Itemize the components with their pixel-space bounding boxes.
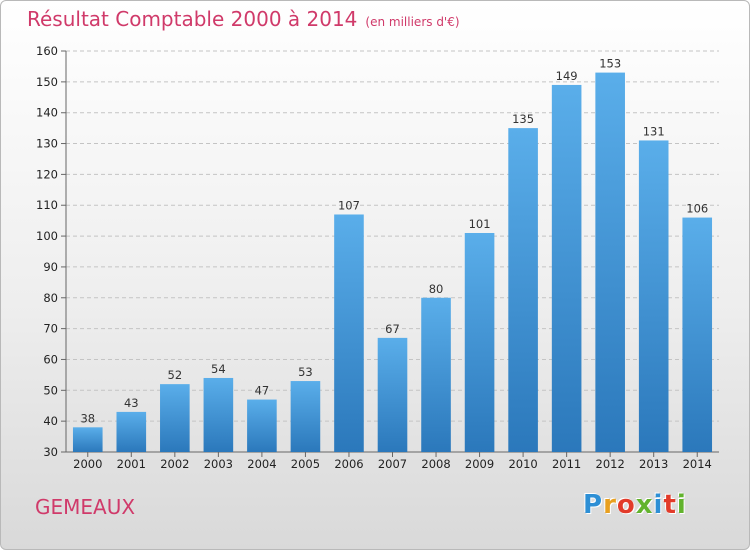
value-label-2004: 47 (255, 384, 270, 398)
bar-2014[interactable] (682, 217, 713, 452)
x-tick-label-2007: 2007 (378, 457, 407, 471)
x-tick-label-2013: 2013 (639, 457, 668, 471)
bars (72, 72, 713, 452)
value-label-2013: 131 (643, 124, 665, 138)
x-tick-label-2008: 2008 (421, 457, 450, 471)
value-label-2009: 101 (469, 217, 491, 231)
y-tick-label: 70 (43, 322, 58, 336)
x-tick-labels: 2000 2001 2002 2003 2004 2005 2006 2007 2008 2009… (73, 457, 712, 471)
logo-letter: i (676, 490, 687, 520)
y-tick-label: 140 (36, 106, 58, 120)
y-tick-label: 160 (36, 44, 58, 58)
bar-2007[interactable] (377, 337, 408, 452)
bar-2001[interactable] (116, 411, 147, 452)
x-tick-label-2010: 2010 (508, 457, 537, 471)
x-tick-label-2005: 2005 (291, 457, 320, 471)
x-tick-label-2003: 2003 (204, 457, 233, 471)
place-name: GEMEAUX (35, 495, 136, 519)
bar-2000[interactable] (72, 427, 103, 452)
x-tick-label-2011: 2011 (552, 457, 581, 471)
value-labels: 38 43 52 54 47 53 107 67 80 101 135 149 153 131 106 (80, 57, 708, 426)
value-label-2002: 52 (168, 368, 183, 382)
value-label-2011: 149 (556, 69, 578, 83)
logo-letter: x (635, 490, 654, 520)
chart-title-text: Résultat Comptable 2000 à 2014 (27, 7, 358, 31)
y-tick-label: 100 (36, 229, 58, 243)
x-tick-label-2009: 2009 (465, 457, 494, 471)
bar-2012[interactable] (595, 72, 625, 452)
value-label-2006: 107 (338, 198, 360, 212)
chart-title: Résultat Comptable 2000 à 2014 (en millie… (27, 7, 460, 31)
x-tick-label-2001: 2001 (117, 457, 146, 471)
y-tick-labels: 30 40 50 60 70 80 90 100 110 120 130 140 150 160 (36, 44, 58, 459)
value-label-2008: 80 (429, 282, 444, 296)
bar-2003[interactable] (203, 377, 234, 452)
value-label-2007: 67 (385, 322, 400, 336)
y-tick-label: 120 (36, 167, 58, 181)
bar-2010[interactable] (508, 128, 538, 452)
y-tick-label: 80 (43, 291, 58, 305)
bar-2008[interactable] (421, 297, 451, 452)
proxiti-logo[interactable]: Proxiti (583, 490, 687, 520)
logo-letter: r (603, 490, 617, 520)
x-tick-label-2006: 2006 (334, 457, 363, 471)
chart-subtitle: (en milliers d'€) (365, 15, 460, 29)
bar-2004[interactable] (247, 399, 277, 452)
bar-2002[interactable] (160, 384, 190, 452)
y-tick-label: 110 (36, 198, 58, 212)
logo-letter: o (616, 490, 636, 520)
bar-2006[interactable] (334, 214, 364, 452)
x-tick-label-2014: 2014 (683, 457, 712, 471)
x-tick-label-2000: 2000 (73, 457, 102, 471)
y-tick-label: 50 (43, 383, 58, 397)
x-tick-label-2002: 2002 (160, 457, 189, 471)
value-label-2005: 53 (298, 365, 313, 379)
bar-2013[interactable] (638, 140, 669, 452)
x-tick-label-2012: 2012 (596, 457, 625, 471)
value-label-2003: 54 (211, 362, 226, 376)
logo-letter: i (653, 490, 664, 520)
logo-letter: P (583, 490, 604, 520)
logo-letter: t (663, 490, 677, 520)
bar-2009[interactable] (464, 232, 495, 452)
y-tick-label: 40 (43, 414, 58, 428)
y-tick-label: 90 (43, 260, 58, 274)
y-tick-label: 130 (36, 137, 58, 151)
value-label-2014: 106 (686, 202, 708, 216)
value-label-2010: 135 (512, 112, 534, 126)
value-label-2000: 38 (80, 411, 95, 425)
y-tick-label: 150 (36, 75, 58, 89)
value-label-2012: 153 (599, 57, 621, 71)
y-tick-label: 60 (43, 352, 58, 366)
bar-2005[interactable] (290, 381, 321, 452)
bar-2011[interactable] (551, 84, 582, 452)
x-tick-label-2004: 2004 (247, 457, 276, 471)
y-tick-label: 30 (43, 445, 58, 459)
value-label-2001: 43 (124, 396, 139, 410)
